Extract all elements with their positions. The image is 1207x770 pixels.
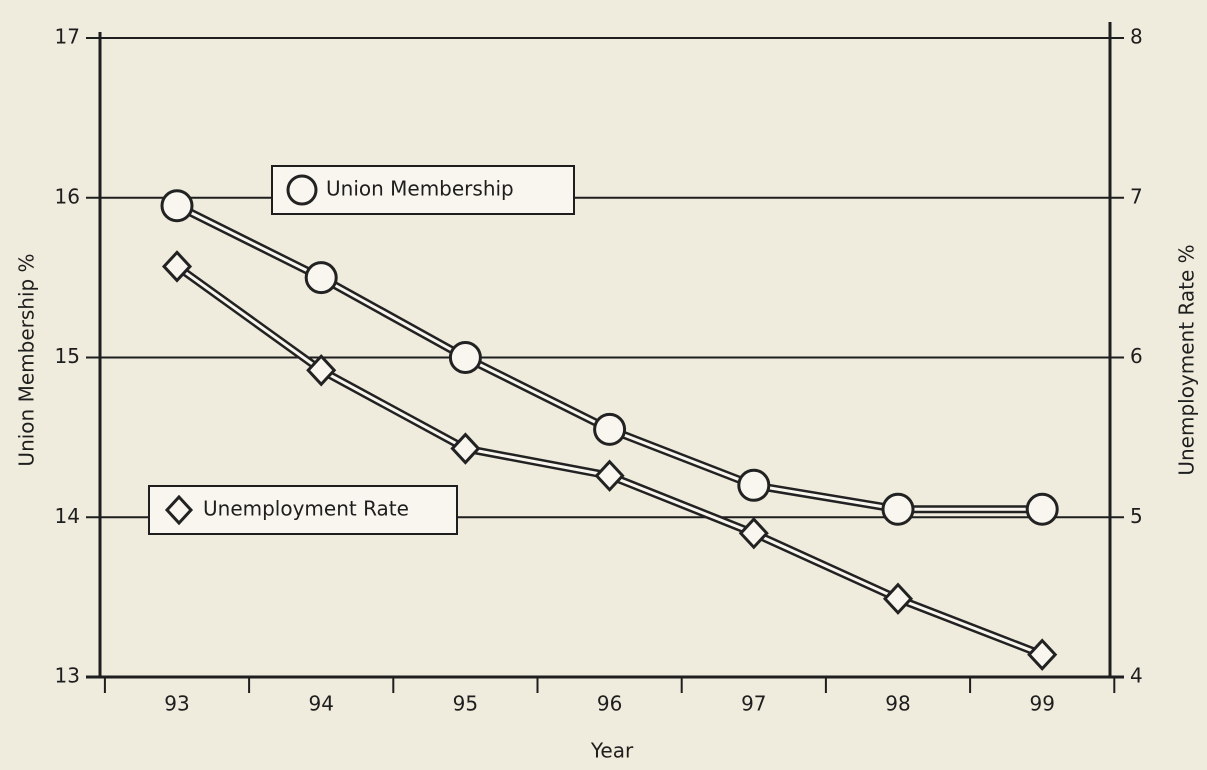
point [304, 261, 338, 295]
legend-marker [164, 494, 194, 526]
point [160, 189, 194, 223]
y-tick-label: 17 [55, 25, 80, 49]
point [306, 354, 337, 387]
x-tick-label: 93 [164, 692, 189, 716]
legend-label: Unemployment Rate [203, 497, 409, 521]
x-tick-label: 95 [453, 692, 478, 716]
point [1025, 492, 1059, 526]
x-tick-label: 99 [1029, 692, 1054, 716]
y2-tick-label: 6 [1130, 344, 1143, 368]
point [594, 459, 625, 492]
x-tick-label: 97 [741, 692, 766, 716]
point [161, 250, 193, 283]
point [1027, 638, 1058, 671]
y-tick-label: 15 [55, 344, 80, 368]
y-tick-label: 16 [55, 184, 80, 208]
x-axis-label: Year [590, 739, 634, 763]
x-tick-label: 94 [308, 692, 333, 716]
y2-tick-label: 7 [1130, 184, 1143, 208]
point [593, 412, 627, 446]
x-tick-label: 98 [885, 692, 910, 716]
point [881, 492, 915, 526]
y-tick-label: 14 [55, 504, 80, 528]
legend-marker [286, 174, 318, 206]
y2-axis-label: Unemployment Rate % [1175, 244, 1199, 475]
point [737, 468, 771, 502]
y-axis-label: Union Membership % [15, 253, 39, 466]
legend-box [148, 485, 458, 535]
point [738, 517, 769, 550]
y2-tick-label: 5 [1130, 504, 1143, 528]
y2-tick-label: 4 [1130, 664, 1143, 688]
legend-box [271, 165, 575, 215]
point [448, 341, 482, 374]
point [450, 432, 481, 465]
y2-tick-label: 8 [1130, 25, 1143, 49]
x-tick-label: 96 [597, 692, 622, 716]
y-tick-label: 13 [55, 664, 80, 688]
legend-label: Union Membership [326, 177, 514, 201]
point [882, 582, 914, 615]
